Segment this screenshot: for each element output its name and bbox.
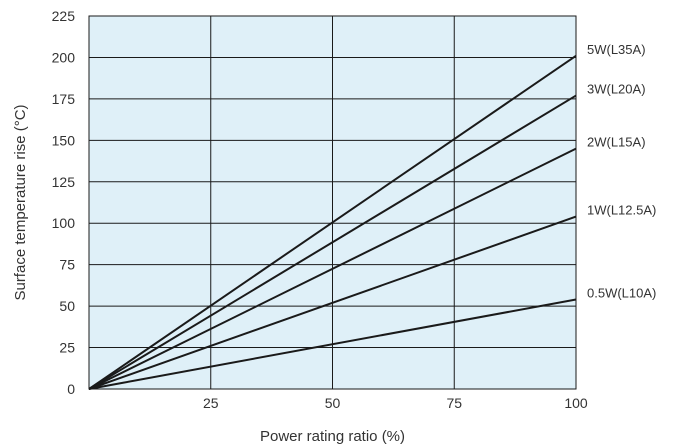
series-labels: 5W(L35A) 3W(L20A) 2W(L15A) 1W(L12.5A) 0.5W(L… xyxy=(587,42,656,301)
series-line xyxy=(88,147,577,390)
y-tick-label: 225 xyxy=(52,8,76,24)
x-tick-label: 50 xyxy=(325,395,341,411)
y-axis-label: Surface temperature rise (°C) xyxy=(12,104,29,300)
series-label: 2W(L15A) xyxy=(587,135,646,150)
y-tick-label: 50 xyxy=(59,298,75,314)
series-line xyxy=(88,54,577,390)
y-tick-label: 200 xyxy=(52,49,76,65)
series-label: 3W(L20A) xyxy=(587,82,646,97)
series-line xyxy=(88,215,577,390)
y-tick-label: 150 xyxy=(52,132,76,148)
plot-border xyxy=(88,15,577,390)
series-line xyxy=(88,94,577,390)
y-tick-label: 125 xyxy=(52,174,76,190)
y-tick-label: 100 xyxy=(52,215,76,231)
x-tick-label: 75 xyxy=(446,395,462,411)
x-tick-label: 25 xyxy=(203,395,219,411)
x-axis-ticks: 25 50 75 100 xyxy=(203,395,588,411)
y-axis-ticks: 0 25 50 75 100 125 150 175 200 225 xyxy=(52,8,76,397)
series-label: 5W(L35A) xyxy=(587,42,646,57)
series-label: 1W(L12.5A) xyxy=(587,203,656,218)
series-lines xyxy=(88,54,577,390)
y-tick-label: 25 xyxy=(59,340,75,356)
y-tick-label: 0 xyxy=(67,381,75,397)
y-tick-label: 75 xyxy=(59,257,75,273)
x-axis-label: Power rating ratio (%) xyxy=(260,428,405,445)
series-line xyxy=(88,298,577,390)
y-tick-label: 175 xyxy=(52,91,76,107)
x-tick-label: 100 xyxy=(564,395,588,411)
series-label: 0.5W(L10A) xyxy=(587,285,656,300)
